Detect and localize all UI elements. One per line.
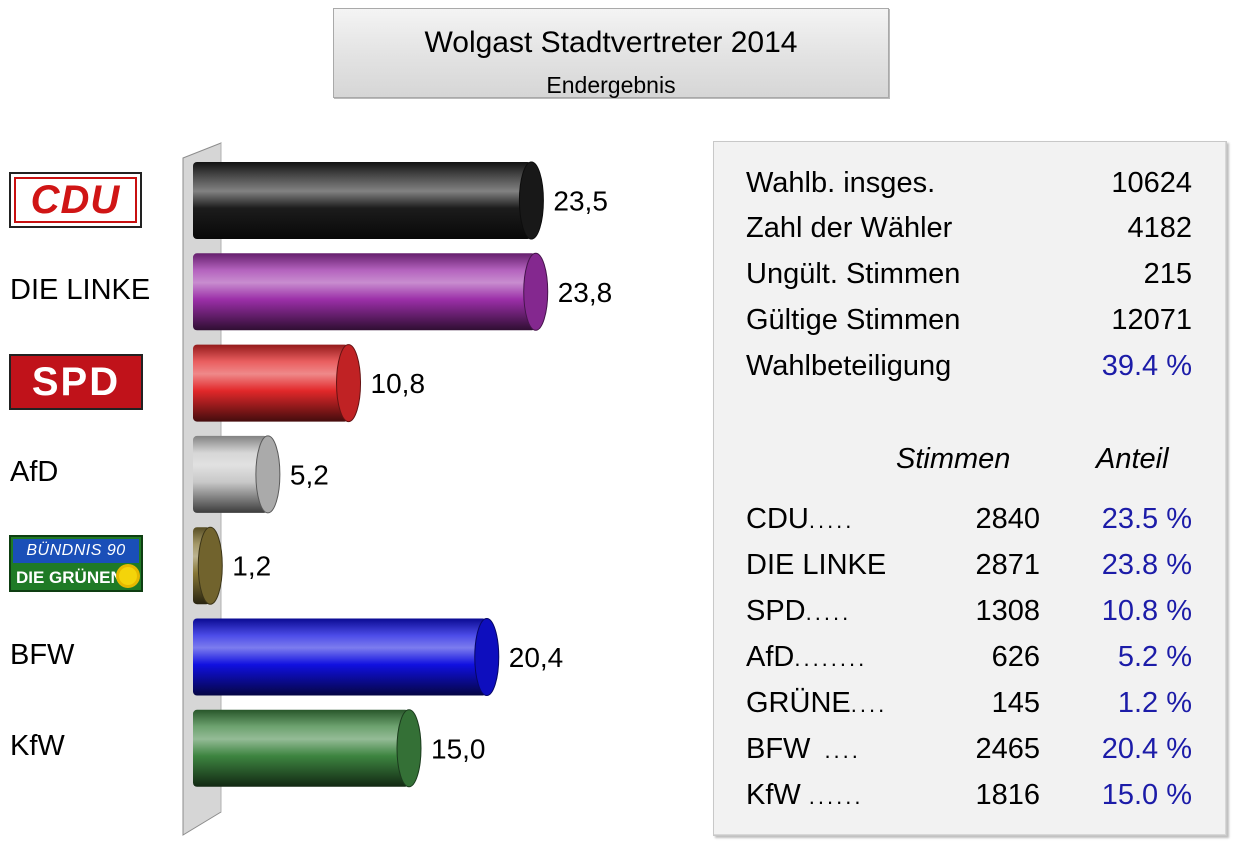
- bar-end-cap: [396, 709, 422, 788]
- bar-end-cap: [255, 435, 281, 514]
- results-party: AfD: [746, 641, 795, 673]
- results-dots: ....: [850, 692, 888, 717]
- results-panel: [713, 141, 1227, 836]
- summary-value-invalid: 215: [1143, 258, 1192, 290]
- results-share: 5.2 %: [1117, 641, 1192, 673]
- bar-bfw: [193, 618, 500, 696]
- results-share: 1.2 %: [1117, 687, 1192, 719]
- chart-subtitle: Endergebnis: [546, 72, 676, 98]
- sunflower-icon: [119, 567, 137, 585]
- results-party: SPD: [746, 595, 806, 627]
- party-label-afd: AfD: [10, 456, 59, 488]
- results-dots: ........: [794, 646, 868, 671]
- bar-end-cap: [518, 161, 544, 240]
- summary-label-valid: Gültige Stimmen: [746, 304, 961, 336]
- results-row-gruene: GRÜNE....: [746, 686, 887, 722]
- results-votes: 145: [991, 687, 1040, 719]
- summary-label-turnout: Wahlbeteiligung: [746, 350, 952, 382]
- bar-cdu: [193, 161, 544, 240]
- results-row-cdu: CDU.....: [746, 502, 854, 538]
- bar-value-label: 15,0: [431, 733, 486, 764]
- party-label-kfw: KfW: [10, 730, 65, 762]
- results-votes: 2871: [975, 549, 1040, 581]
- bar-value-label: 5,2: [290, 459, 329, 490]
- results-share: 23.8 %: [1101, 549, 1192, 581]
- results-header-votes: Stimmen: [896, 443, 1011, 475]
- gruene-logo: BÜNDNIS 90 DIE GRÜNEN: [9, 535, 143, 592]
- results-row-die-linke: DIE LINKE: [746, 548, 886, 584]
- summary-value-turnout: 39.4 %: [1101, 350, 1192, 382]
- results-share: 23.5 %: [1101, 503, 1192, 535]
- bar-spd: [193, 344, 362, 423]
- bar-kfw: [193, 709, 422, 788]
- spd-logo-text: SPD: [31, 360, 121, 404]
- party-label-bfw: BFW: [10, 639, 75, 671]
- results-dots: .....: [805, 600, 852, 625]
- results-votes: 2840: [975, 503, 1040, 535]
- results-party: DIE LINKE: [746, 549, 887, 581]
- bar-body: [193, 435, 268, 513]
- results-dots: ....: [824, 738, 861, 763]
- bar-body: [193, 709, 409, 787]
- bar-die-gr-nen: [193, 526, 223, 605]
- gruene-logo-top-text: BÜNDNIS 90: [13, 539, 139, 563]
- bar-chart: 23,5 23,8 10,8 5,2 1,2 20,4 15,0: [182, 142, 612, 836]
- summary-label-eligible: Wahlb. insges.: [746, 167, 936, 199]
- spd-logo: SPD: [9, 354, 143, 410]
- bar-value-label: 20,4: [509, 642, 564, 673]
- results-share: 10.8 %: [1101, 595, 1192, 627]
- gruene-logo-bottom-text: DIE GRÜNEN: [16, 568, 123, 587]
- chart-title: Wolgast Stadtvertreter 2014: [424, 26, 798, 59]
- bar-value-label: 1,2: [232, 551, 271, 582]
- results-votes: 1308: [975, 595, 1040, 627]
- results-row-afd: AfD........: [746, 640, 867, 676]
- results-dots: ......: [808, 784, 864, 809]
- bar-end-cap: [474, 618, 500, 696]
- summary-value-voters: 4182: [1127, 212, 1192, 244]
- chart-title-box: Wolgast Stadtvertreter 2014 Endergebnis: [333, 8, 889, 98]
- results-dots: .....: [808, 508, 855, 533]
- bar-end-cap: [197, 526, 223, 605]
- summary-value-eligible: 10624: [1111, 167, 1192, 199]
- results-votes: 626: [991, 641, 1040, 673]
- bar-body: [193, 618, 487, 696]
- bars-layer: [193, 161, 549, 788]
- results-row-bfw: BFW....: [746, 732, 861, 768]
- results-votes: 1816: [975, 779, 1040, 811]
- results-share: 20.4 %: [1101, 733, 1192, 765]
- results-party: GRÜNE: [746, 687, 851, 719]
- summary-label-invalid: Ungült. Stimmen: [746, 258, 961, 290]
- bar-value-label: 23,5: [553, 186, 608, 217]
- cdu-logo-text: CDU: [30, 178, 121, 222]
- bar-body: [193, 344, 349, 422]
- results-header-share: Anteil: [1096, 443, 1169, 475]
- results-row-spd: SPD.....: [746, 594, 851, 630]
- results-row-kfw: KfW......: [746, 778, 863, 814]
- bar-body: [193, 162, 532, 239]
- bar-end-cap: [523, 252, 549, 331]
- value-labels-layer: 23,5 23,8 10,8 5,2 1,2 20,4 15,0: [232, 186, 612, 765]
- results-party: KfW: [746, 779, 801, 811]
- bar-value-label: 10,8: [371, 368, 426, 399]
- party-label-die-linke: DIE LINKE: [10, 274, 151, 306]
- summary-value-valid: 12071: [1111, 304, 1192, 336]
- bar-afd: [193, 435, 281, 514]
- bar-value-label: 23,8: [558, 277, 613, 308]
- results-party: BFW: [746, 733, 811, 765]
- bar-body: [193, 253, 536, 331]
- results-share: 15.0 %: [1101, 779, 1192, 811]
- cdu-logo: CDU: [9, 172, 142, 228]
- summary-label-voters: Zahl der Wähler: [746, 212, 953, 244]
- bar-end-cap: [336, 344, 362, 423]
- results-votes: 2465: [975, 733, 1040, 765]
- results-party: CDU: [746, 503, 809, 535]
- bar-die-linke: [193, 252, 549, 331]
